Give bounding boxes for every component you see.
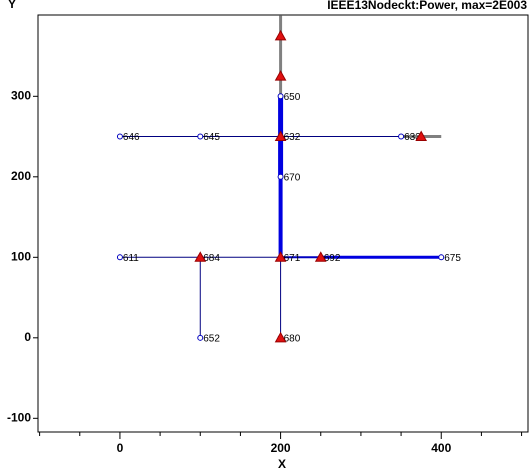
y-tick-label: 100 — [11, 249, 31, 263]
x-axis-label: X — [278, 457, 286, 471]
y-tick-label: -100 — [7, 410, 31, 424]
y-tick-label: 200 — [11, 169, 31, 183]
marker — [415, 130, 428, 142]
marker — [274, 130, 287, 142]
bus-label: 611 — [123, 253, 139, 264]
bus-node — [116, 133, 123, 140]
bus-label: 671 — [284, 253, 301, 264]
bus-label: 650 — [284, 92, 301, 103]
marker — [274, 29, 287, 41]
marker — [274, 251, 287, 262]
bus-node — [277, 173, 284, 180]
bus-node — [197, 133, 204, 140]
bus-label: 645 — [203, 132, 220, 143]
marker — [274, 331, 287, 343]
x-tick-label: 400 — [431, 441, 451, 455]
bus-node — [277, 93, 284, 100]
x-tick-label: 200 — [271, 441, 291, 455]
x-tick-label: 0 — [117, 441, 124, 455]
bus-label: 680 — [284, 333, 301, 344]
bus-label: 670 — [284, 172, 301, 183]
y-tick-label: 300 — [11, 88, 31, 102]
bus-label: 646 — [123, 132, 140, 143]
bus-label: 633 — [404, 132, 421, 143]
bus-label: 675 — [444, 253, 461, 264]
bus-node — [438, 254, 445, 261]
y-tick-label: 0 — [24, 330, 31, 344]
y-axis-label: Y — [8, 0, 16, 11]
bus-node — [398, 133, 405, 140]
bus-label: 652 — [203, 333, 220, 344]
chart-title: IEEE13Nodeckt:Power, max=2E003 — [327, 0, 527, 12]
bus-label: 692 — [324, 253, 341, 264]
bus-node — [116, 254, 123, 261]
bus-label: 684 — [203, 253, 220, 264]
bus-node — [197, 334, 204, 341]
bus-label: 632 — [284, 132, 301, 143]
marker — [314, 251, 327, 262]
marker — [194, 251, 207, 262]
marker — [274, 70, 287, 81]
plot-frame — [37, 14, 529, 433]
